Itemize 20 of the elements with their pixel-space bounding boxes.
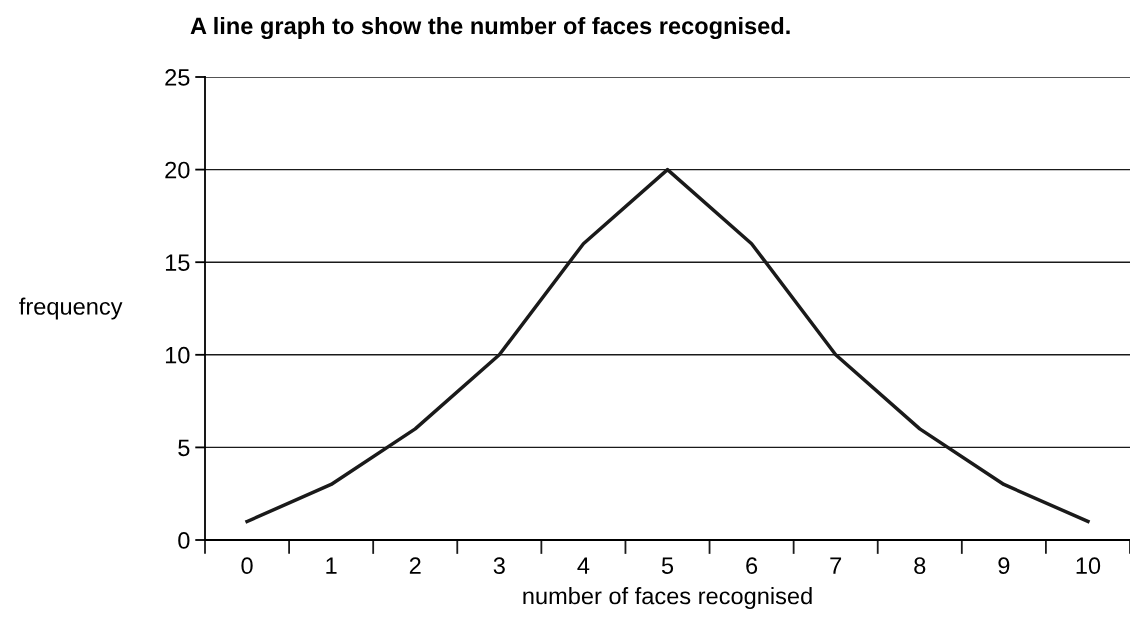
x-tick-label: 9: [998, 557, 1010, 575]
x-tick-label: 4: [577, 557, 590, 574]
x-tick-label: 5: [661, 557, 674, 575]
x-tick-label: 8: [914, 557, 926, 575]
y-tick-label: 0: [178, 532, 190, 549]
x-tick-label: 10: [1076, 557, 1101, 575]
x-tick-label: 1: [326, 557, 337, 574]
chart-title: A line graph to show the number of faces recognised.: [190, 16, 790, 40]
x-tick-label: 2: [409, 557, 421, 574]
x-tick-label: 7: [830, 557, 842, 574]
x-tick-label: 0: [241, 557, 253, 575]
x-axis-title: number of faces recognised: [523, 587, 812, 610]
y-tick-label: 15: [165, 254, 190, 271]
y-tick-label: 25: [165, 69, 190, 86]
x-tick-label: 6: [746, 557, 758, 575]
y-tick-label: 20: [165, 161, 190, 179]
y-axis-title: frequency: [19, 297, 123, 320]
x-tick-label: 3: [493, 557, 505, 575]
y-tick-label: 5: [178, 439, 190, 457]
y-tick-label: 10: [165, 346, 190, 364]
